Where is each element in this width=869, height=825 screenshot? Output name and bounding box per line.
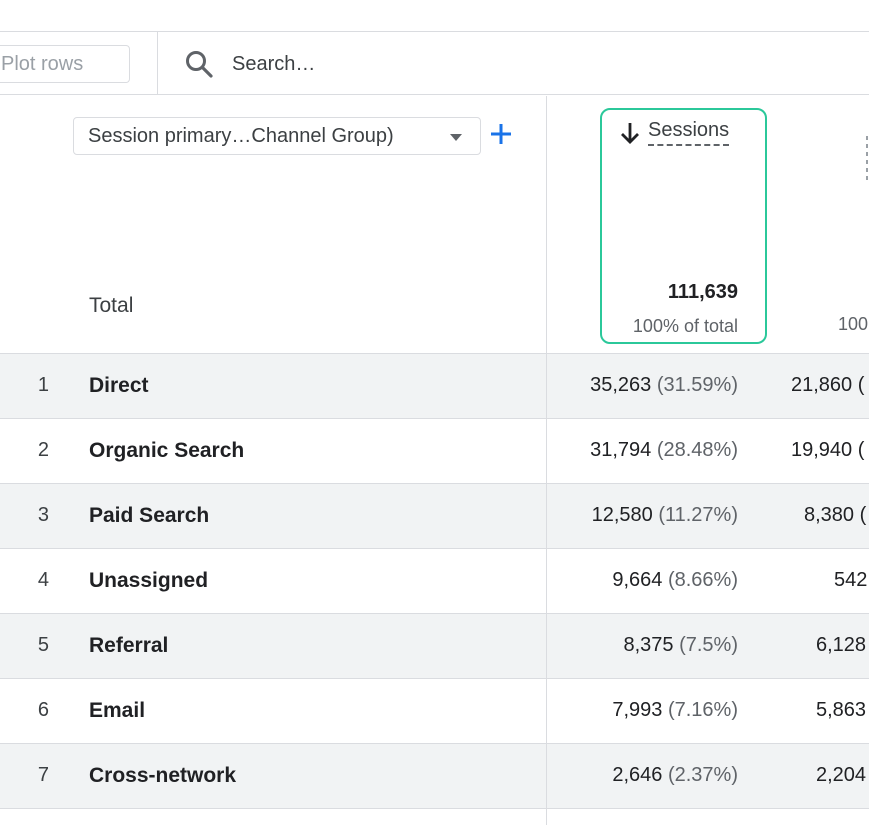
sessions-percent: (7.5%) (679, 634, 738, 656)
row-sessions-value: 31,794 (28.48%) (590, 439, 738, 462)
row-sessions-value: 35,263 (31.59%) (590, 374, 738, 397)
sessions-count: 35,263 (590, 374, 652, 396)
dimension-selector[interactable]: Session primary…Channel Group) (73, 117, 481, 155)
row-channel-name: Organic Search (89, 439, 245, 462)
table-header: Session primary…Channel Group) Total Ses… (0, 96, 869, 354)
row-channel-name: Email (89, 699, 146, 722)
sessions-percent: (2.37%) (667, 764, 738, 786)
row-index: 1 (37, 374, 49, 396)
search-input[interactable] (232, 49, 532, 79)
sessions-percent: (7.16%) (667, 699, 738, 721)
row-next-column-value: 542 (834, 569, 868, 591)
row-next-column-value: 6,128 (816, 634, 867, 656)
table-toolbar: Plot rows (0, 31, 869, 95)
dimension-selector-label: Session primary…Channel Group) (88, 125, 394, 147)
sessions-count: 2,646 (612, 764, 663, 786)
table-row[interactable]: 4 Unassigned 9,664 (8.66%) 542 (0, 549, 869, 614)
row-next-column-value: 2,204 (816, 764, 867, 786)
row-index: 2 (37, 439, 49, 461)
row-next-column-value: 21,860 ( (791, 374, 865, 396)
row-next-column-value: 5,863 (816, 699, 867, 721)
sessions-count: 31,794 (590, 439, 652, 461)
plot-rows-button[interactable]: Plot rows (0, 45, 130, 83)
sessions-percent: (28.48%) (656, 439, 738, 461)
sessions-total-value: 111,639 (667, 281, 738, 303)
next-column-title-fragment (866, 136, 868, 184)
sessions-count: 9,664 (612, 569, 663, 591)
row-index: 4 (37, 569, 49, 591)
row-sessions-value: 12,580 (11.27%) (592, 504, 738, 527)
row-index: 6 (37, 699, 49, 721)
sessions-count: 8,375 (623, 634, 674, 656)
table-row[interactable]: 5 Referral 8,375 (7.5%) 6,128 (0, 614, 869, 679)
row-sessions-value: 7,993 (7.16%) (612, 699, 738, 722)
row-sessions-value: 8,375 (7.5%) (623, 634, 738, 657)
row-index: 3 (37, 504, 49, 526)
sessions-percent: (31.59%) (656, 374, 738, 396)
sessions-total-percent: 100% of total (632, 316, 738, 336)
toolbar-divider (157, 32, 158, 95)
row-channel-name: Direct (89, 374, 149, 397)
row-channel-name: Referral (89, 634, 169, 657)
table-row[interactable]: 2 Organic Search 31,794 (28.48%) 19,940 … (0, 419, 869, 484)
row-sessions-value: 2,646 (2.37%) (612, 764, 738, 787)
sessions-percent: (8.66%) (667, 569, 738, 591)
table-row[interactable]: 7 Cross-network 2,646 (2.37%) 2,204 (0, 744, 869, 809)
sessions-percent: (11.27%) (658, 504, 738, 526)
table-row[interactable]: 1 Direct 35,263 (31.59%) 21,860 ( (0, 354, 869, 419)
row-channel-name: Cross-network (89, 764, 237, 787)
sessions-count: 7,993 (612, 699, 663, 721)
sessions-count: 12,580 (591, 504, 653, 526)
row-channel-name: Unassigned (89, 569, 209, 592)
table-row[interactable]: 3 Paid Search 12,580 (11.27%) 8,380 ( (0, 484, 869, 549)
row-index: 7 (37, 764, 49, 786)
column-divider (546, 96, 547, 825)
table-row[interactable]: 6 Email 7,993 (7.16%) 5,863 (0, 679, 869, 744)
next-column-total-percent: 100 (838, 314, 869, 334)
sessions-column-header[interactable]: Sessions 111,639 100% of total (600, 108, 767, 344)
total-label: Total (89, 294, 134, 317)
sessions-column-title[interactable]: Sessions (648, 119, 730, 146)
row-next-column-value: 8,380 ( (804, 504, 867, 526)
search-icon[interactable] (184, 49, 214, 79)
sort-descending-icon (621, 123, 639, 144)
row-channel-name: Paid Search (89, 504, 210, 527)
row-sessions-value: 9,664 (8.66%) (612, 569, 738, 592)
row-next-column-value: 19,940 ( (791, 439, 865, 461)
row-index: 5 (37, 634, 49, 656)
dropdown-arrow-icon (450, 134, 462, 141)
add-dimension-icon[interactable] (490, 123, 512, 145)
